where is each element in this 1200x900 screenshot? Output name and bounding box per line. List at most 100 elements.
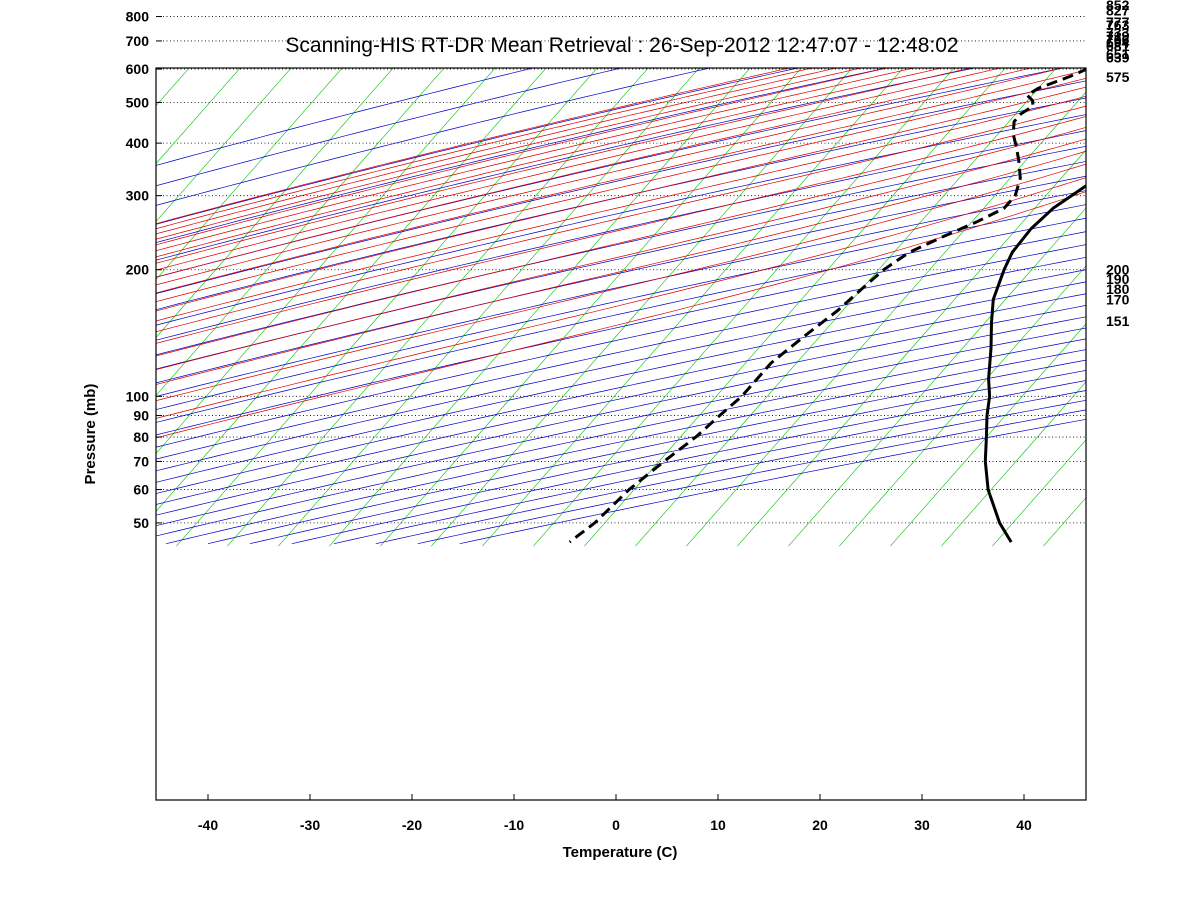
dry-adiabat xyxy=(156,68,977,261)
y-tick-50: 50 xyxy=(133,515,149,531)
isotherm xyxy=(0,0,128,546)
right-label-763: 763 xyxy=(1106,17,1130,33)
x-tick-20: 20 xyxy=(812,817,828,833)
right-label-681: 681 xyxy=(1106,38,1130,54)
sounding-profiles xyxy=(568,68,1086,544)
y-tick-70: 70 xyxy=(133,453,149,469)
moist-adiabat xyxy=(156,177,1086,419)
isotherm xyxy=(156,68,394,338)
dry-adiabat xyxy=(156,338,1086,537)
dry-adiabat xyxy=(156,316,1086,516)
y-tick-200: 200 xyxy=(126,262,150,278)
right-label-180: 180 xyxy=(1106,281,1130,297)
right-label-706: 706 xyxy=(1106,31,1130,47)
dry-adiabat xyxy=(156,68,800,225)
dry-adiabat xyxy=(156,68,1065,278)
x-axis-label: Temperature (C) xyxy=(563,844,678,861)
dry-adiabat xyxy=(207,359,1086,545)
isotherm xyxy=(156,68,241,165)
right-label-190: 190 xyxy=(1106,271,1130,287)
y-tick-60: 60 xyxy=(133,482,149,498)
x-axis-ticks: -40 -30 -20 -10 0 10 20 30 40 xyxy=(198,794,1032,833)
dry-adiabat xyxy=(156,190,1086,397)
dry-adiabat xyxy=(156,293,1086,494)
pressure-gridlines xyxy=(156,16,1086,524)
x-tick--10: -10 xyxy=(504,817,524,833)
dry-adiabat xyxy=(156,175,1086,384)
y-tick-100: 100 xyxy=(126,388,150,404)
moist-adiabat xyxy=(156,191,1086,439)
isotherm xyxy=(737,149,1086,547)
dry-adiabat xyxy=(156,68,888,243)
right-label-170: 170 xyxy=(1106,291,1130,307)
y-tick-700: 700 xyxy=(126,33,150,49)
y-tick-500: 500 xyxy=(126,94,150,110)
dry-adiabat xyxy=(156,281,1086,483)
moist-adiabat xyxy=(156,78,1086,303)
chart-title: Scanning-HIS RT-DR Mean Retrieval : 26-S… xyxy=(285,34,958,57)
isotherm xyxy=(156,68,496,454)
right-label-694: 694 xyxy=(1106,35,1130,51)
moist-adiabat xyxy=(156,68,916,252)
isotherm xyxy=(992,439,1086,547)
y-tick-300: 300 xyxy=(126,188,150,204)
dry-adiabat xyxy=(156,256,1086,460)
dry-adiabat xyxy=(156,204,1086,410)
dry-adiabat xyxy=(166,349,1086,545)
dry-adiabat xyxy=(156,161,1086,370)
moist-adiabat xyxy=(156,68,839,235)
right-label-200: 200 xyxy=(1106,262,1130,278)
dry-adiabat xyxy=(156,269,1086,472)
moist-adiabat xyxy=(156,68,1033,278)
x-tick-30: 30 xyxy=(914,817,930,833)
right-label-852: 852 xyxy=(1106,0,1130,13)
moist-adiabat xyxy=(156,86,1086,312)
moist-adiabat xyxy=(156,68,1002,271)
isotherm xyxy=(0,0,230,546)
x-tick-40: 40 xyxy=(1016,817,1032,833)
isotherm xyxy=(227,68,649,547)
right-label-651: 651 xyxy=(1106,46,1130,62)
isotherm xyxy=(533,68,955,547)
isotherm xyxy=(482,68,904,547)
moist-adiabat xyxy=(156,116,1086,344)
dry-adiabat xyxy=(333,390,1086,545)
dry-adiabat xyxy=(156,80,1086,295)
moist-adiabat xyxy=(156,68,889,246)
isotherm xyxy=(635,68,1057,547)
dry-adiabat xyxy=(156,97,1086,311)
isotherm xyxy=(0,0,26,546)
isotherm xyxy=(329,68,751,547)
isotherm xyxy=(1196,0,1200,546)
moist-adiabat xyxy=(156,138,1086,370)
isotherm xyxy=(686,91,1086,547)
isotherm xyxy=(0,0,77,546)
y-tick-600: 600 xyxy=(126,61,150,77)
moist-adiabat xyxy=(156,68,973,264)
isotherm xyxy=(890,323,1086,547)
isotherm xyxy=(278,68,700,547)
right-label-151: 151 xyxy=(1106,313,1130,329)
y-tick-900: 900 xyxy=(126,0,150,3)
isotherm xyxy=(1145,0,1200,546)
y-tick-800: 800 xyxy=(126,9,150,25)
x-tick--30: -30 xyxy=(300,817,320,833)
isotherm xyxy=(839,265,1086,547)
dry-adiabat xyxy=(156,68,712,206)
dry-adiabat xyxy=(156,305,1086,505)
plot-frame xyxy=(155,67,1087,801)
right-label-777: 777 xyxy=(1106,14,1130,30)
x-tick-10: 10 xyxy=(710,817,726,833)
moist-adiabat xyxy=(156,68,791,225)
dry-adiabat xyxy=(375,399,1086,545)
x-tick--40: -40 xyxy=(198,817,218,833)
y-tick-400: 400 xyxy=(126,135,150,151)
dry-adiabat xyxy=(156,231,1086,436)
y-tick-80: 80 xyxy=(133,429,149,445)
dry-adiabat xyxy=(156,327,1086,527)
isotherm xyxy=(431,68,853,547)
moist-adiabat xyxy=(156,68,815,230)
moist-adiabat xyxy=(156,163,1086,402)
isotherm xyxy=(941,381,1086,547)
